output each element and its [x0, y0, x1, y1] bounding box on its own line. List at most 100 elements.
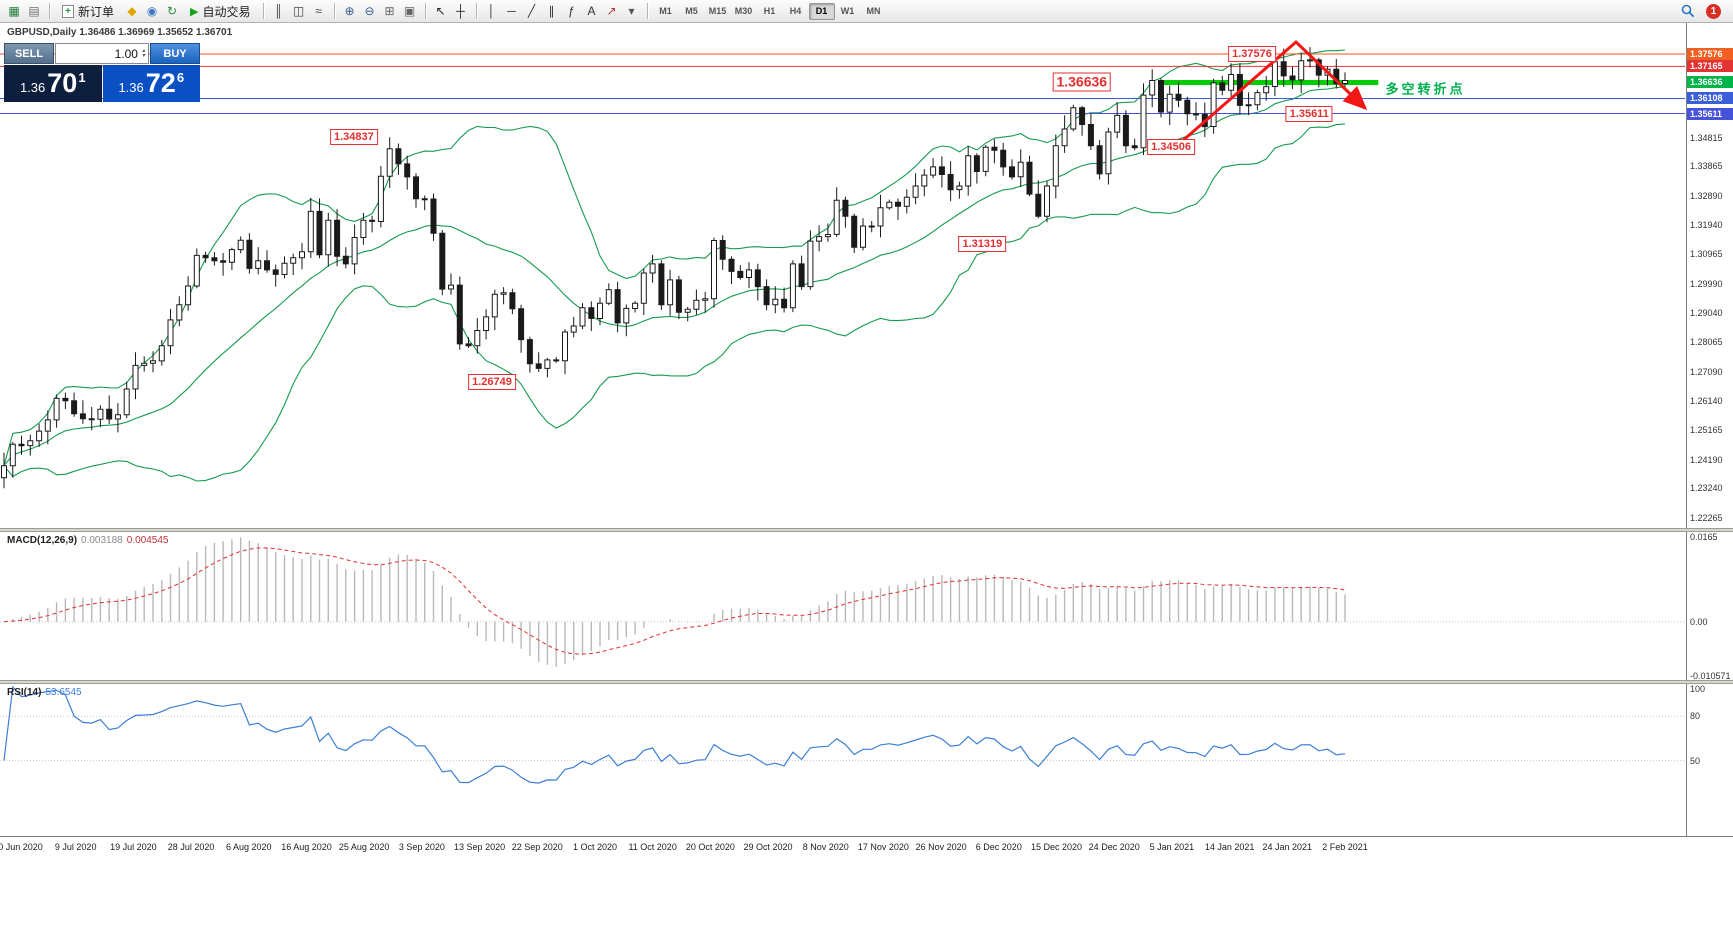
bollinger-band	[3, 86, 1346, 467]
toolbar-separator	[333, 3, 335, 19]
rsi-label: RSI(14) 53.6545	[7, 687, 82, 698]
bid-small: 1.36	[19, 80, 46, 95]
rsi-axis: 100 80 50	[1686, 684, 1733, 836]
new-order-button[interactable]: + 新订单	[55, 1, 121, 21]
trend-line-icon[interactable]: ╱	[527, 4, 536, 18]
toolbar-separator	[262, 3, 264, 19]
price-annotation[interactable]: 1.34837	[329, 128, 378, 145]
auto-arrange-icon[interactable]: ▣	[403, 4, 416, 18]
price-annotation[interactable]: 1.26749	[468, 374, 516, 391]
cursor-icon[interactable]: ↖	[435, 4, 446, 18]
timeframe-h4[interactable]: H4	[789, 6, 802, 16]
bear-candles[interactable]	[18, 59, 1340, 447]
ask-price[interactable]: 1.36 72 6	[102, 65, 200, 102]
date-axis-label: 16 Aug 2020	[281, 842, 332, 852]
bar-chart-icon[interactable]: ║	[274, 4, 283, 18]
equidistant-channel-icon[interactable]: ∥	[548, 4, 555, 18]
timeframe-mn[interactable]: MN	[866, 6, 881, 16]
date-axis-label: 28 Jul 2020	[167, 842, 215, 852]
arrows-icon[interactable]: ↗	[606, 4, 617, 18]
candlestick-chart-icon[interactable]: ◫	[292, 4, 305, 18]
search-icon[interactable]	[1678, 1, 1698, 21]
macd-axis-label: 0.00	[1690, 616, 1708, 627]
fibonacci-icon[interactable]: ƒ	[568, 4, 575, 18]
chart-note-text[interactable]: 多空转折点	[1385, 81, 1466, 97]
price-axis-label: 1.30965	[1690, 249, 1723, 260]
line-chart-icon[interactable]: ≈	[315, 4, 322, 18]
metaquotes-icon[interactable]: ◉	[146, 4, 158, 18]
timeframe-m1[interactable]: M1	[659, 6, 672, 16]
timeframe-group: M1 M5 M15 M30 H1 H4 D1 W1 MN	[653, 2, 887, 20]
date-axis-label: 1 Oct 2020	[572, 842, 617, 852]
price-annotation[interactable]: 1.31319	[958, 235, 1007, 252]
chart-symbol-info: GBPUSD,Daily 1.36486 1.36969 1.35652 1.3…	[7, 27, 233, 38]
price-tag: 1.36636	[1687, 76, 1733, 89]
price-annotation[interactable]: 1.34506	[1147, 139, 1195, 155]
date-axis-label: 20 Oct 2020	[685, 842, 735, 852]
rsi-panel[interactable]: 100 80 50 RSI(14) 53.6545	[0, 684, 1733, 836]
bid-price[interactable]: 1.36 70 1	[4, 65, 102, 102]
crosshair-icon[interactable]: ┼	[456, 4, 465, 18]
price-chart-panel[interactable]: 1.34815 1.33865 1.32890 1.31940 1.30965 1.299…	[0, 23, 1733, 528]
date-axis-label: 15 Dec 2020	[1030, 842, 1083, 852]
shapes-icon[interactable]: ▾	[628, 4, 635, 18]
tile-windows-icon[interactable]: ⊞	[384, 4, 395, 18]
price-axis-label: 1.29040	[1690, 307, 1723, 318]
date-axis-label: 22 Sep 2020	[511, 842, 563, 852]
timeframe-d1[interactable]: D1	[808, 2, 835, 20]
price-axis-label: 1.27090	[1690, 366, 1723, 377]
date-axis-label: 24 Dec 2020	[1088, 842, 1140, 852]
notification-badge[interactable]: 1	[1706, 3, 1721, 19]
rsi-axis-label: 80	[1690, 711, 1701, 722]
price-axis-label: 1.32890	[1690, 190, 1723, 201]
horizontal-line-icon[interactable]: ─	[507, 4, 516, 18]
date-axis-label: 6 Dec 2020	[975, 842, 1022, 852]
date-axis-label: 14 Jan 2021	[1204, 842, 1255, 852]
date-axis-label: 26 Nov 2020	[915, 842, 967, 852]
price-axis-label: 1.34815	[1690, 132, 1723, 143]
timeframe-w1[interactable]: W1	[840, 6, 855, 16]
trend-line[interactable]	[1179, 39, 1368, 145]
text-icon[interactable]: A	[587, 4, 596, 18]
panel-separator[interactable]	[0, 680, 1733, 684]
alert-icon[interactable]: ◆	[127, 4, 137, 18]
price-tag: 1.35611	[1687, 107, 1733, 120]
volume-input[interactable]: 1.00 ▴ ▾	[55, 43, 149, 64]
sell-button[interactable]: SELL	[4, 43, 54, 64]
price-tag: 1.37576	[1687, 47, 1733, 60]
autotrading-button[interactable]: ▶ 自动交易	[183, 1, 257, 21]
zoom-in-icon[interactable]: ⊕	[344, 4, 355, 18]
price-axis-label: 1.31940	[1690, 219, 1723, 230]
price-annotation[interactable]: 1.36636	[1052, 72, 1112, 92]
date-axis-label: 29 Oct 2020	[743, 842, 793, 852]
new-chart-icon[interactable]: ▦	[8, 4, 20, 18]
date-axis-label: 17 Nov 2020	[857, 842, 909, 852]
date-axis-label: 6 Aug 2020	[226, 842, 272, 852]
macd-panel[interactable]: 0.0165 0.00 -0.010571 MACD(12,26,9) 0.00318…	[0, 532, 1733, 680]
bull-candles[interactable]	[1, 59, 1348, 479]
ask-sup: 6	[176, 70, 185, 85]
price-axis-label: 1.24190	[1690, 454, 1723, 465]
price-axis-label: 1.33865	[1690, 161, 1723, 172]
price-axis-label: 1.23240	[1690, 483, 1723, 494]
price-annotation[interactable]: 1.37576	[1228, 45, 1276, 62]
price-chart-canvas[interactable]	[0, 23, 1685, 528]
buy-button[interactable]: BUY	[150, 43, 200, 64]
vertical-line-icon[interactable]: │	[487, 4, 496, 18]
timeframe-m15[interactable]: M15	[708, 6, 727, 16]
refresh-icon[interactable]: ↻	[166, 4, 178, 18]
macd-axis: 0.0165 0.00 -0.010571	[1686, 532, 1733, 680]
rsi-canvas	[0, 685, 1685, 784]
timeframe-m5[interactable]: M5	[685, 6, 698, 16]
timeframe-h1[interactable]: H1	[763, 6, 776, 16]
chart-window-icon[interactable]: ▤	[28, 4, 40, 18]
panel-separator[interactable]	[0, 528, 1733, 532]
zoom-out-icon[interactable]: ⊖	[364, 4, 375, 18]
volume-spinner[interactable]: ▴ ▾	[141, 47, 145, 59]
autotrade-play-icon: ▶	[190, 5, 199, 18]
rsi-axis-label: 100	[1690, 684, 1706, 694]
macd-histogram	[12, 537, 1346, 667]
timeframe-m30[interactable]: M30	[734, 6, 753, 16]
price-annotation[interactable]: 1.35611	[1285, 105, 1333, 122]
price-axis-label: 1.25165	[1690, 425, 1723, 436]
